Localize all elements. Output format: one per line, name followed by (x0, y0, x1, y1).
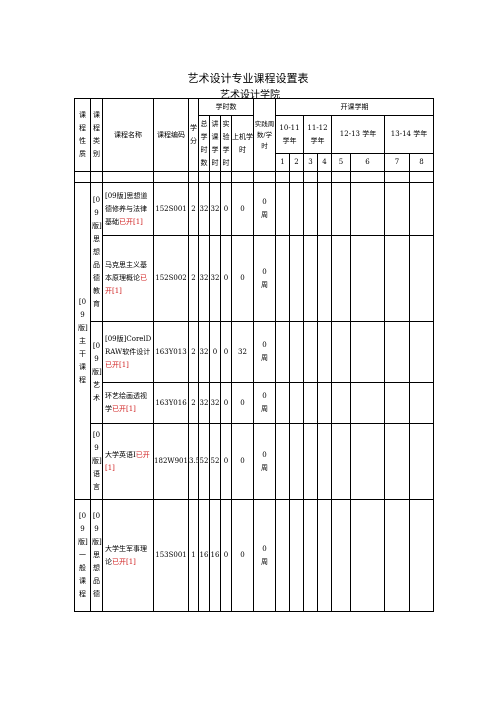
course-code: 152S002 (153, 235, 189, 322)
header-nature: 课程性质 (74, 98, 91, 172)
course-credit: 2 (188, 235, 199, 322)
course-experiment: 0 (220, 382, 232, 424)
course-experiment: 0 (220, 321, 232, 383)
course-total: 16 (198, 499, 210, 612)
course-name: [09版]CorelDRAW软件设计已开[1] (102, 321, 154, 383)
course-total: 32 (198, 382, 210, 424)
course-code: 153S001 (153, 499, 189, 612)
table-row: 环艺绘画透视学已开[1] 163Y016 2 32 32 0 0 0周 (75, 382, 434, 424)
course-credit: 2 (188, 321, 199, 383)
course-lecture: 32 (209, 235, 221, 322)
course-practice: 0周 (253, 423, 276, 500)
course-practice: 0周 (253, 382, 276, 424)
course-computer: 0 (231, 235, 254, 322)
header-category: 课程类别 (90, 98, 103, 172)
table-row: [09版]主干课程 [09版]思想品德教育 [09版]思想道德修养与法律基础已开… (74, 182, 434, 500)
page-title: 艺术设计专业课程设置表 (187, 72, 309, 85)
course-practice: 0周 (253, 235, 276, 322)
course-lecture: 32 (209, 182, 221, 236)
header-semester-5: 5 (331, 153, 351, 172)
course-experiment: 0 (220, 182, 232, 236)
group-category: [09版]思想品德 (90, 499, 103, 612)
course-credit: 1 (188, 499, 199, 612)
course-name: [09版]思想道德修养与法律基础已开[1] (102, 182, 154, 236)
course-name: 环艺绘画透视学已开[1] (102, 382, 154, 424)
header-year-3: 12-13 学年 (331, 115, 385, 154)
course-computer: 0 (231, 182, 254, 236)
header-year-2: 11-12 学年 (303, 115, 332, 154)
course-total: 52 (198, 423, 210, 500)
header-semester-7: 7 (384, 153, 410, 172)
header-name: 课程名称 (102, 98, 154, 172)
page-subtitle: 艺术设计学院 (220, 90, 280, 101)
course-lecture: 32 (209, 382, 221, 424)
course-computer: 32 (231, 321, 254, 383)
course-code: 163Y013 (153, 321, 189, 383)
course-practice: 0周 (253, 182, 276, 236)
table-row: [09版]语言 大学英语Ⅰ已开[1] 182W901 3.5 52 52 0 0… (75, 423, 434, 500)
table-row: [09版]艺术 [09版]CorelDRAW软件设计已开[1] 163Y013 … (75, 321, 434, 424)
course-lecture: 16 (209, 499, 221, 612)
course-computer: 0 (231, 382, 254, 424)
header-experiment: 实验学时 (220, 115, 232, 172)
group-category: [09版]艺术 (90, 321, 103, 424)
header-credit: 学分 (188, 98, 199, 172)
course-computer: 0 (231, 499, 254, 612)
course-name: 大学生军事理论已开[1] (102, 499, 154, 612)
header-hours-group: 学时数 (198, 98, 254, 116)
header-semester-2: 2 (289, 153, 304, 172)
header-year-1: 10-11 学年 (275, 115, 304, 154)
course-table: 课程性质 课程类别 课程名称 课程编码 学分 学时数 实践周数/学时 开课学期 … (74, 98, 434, 612)
header-practice: 实践周数/学时 (253, 98, 276, 172)
group-nature: [09版]主干课程 (74, 182, 91, 500)
course-credit: 3.5 (188, 423, 199, 500)
course-computer: 0 (231, 423, 254, 500)
course-name: 大学英语Ⅰ已开[1] (102, 423, 154, 500)
group-category: [09版]语言 (90, 423, 103, 500)
table-row: 马克思主义基本原理概论已开[1] 152S002 2 32 32 0 0 0周 (75, 235, 434, 322)
header-total: 总学时数 (198, 115, 210, 172)
course-practice: 0周 (253, 321, 276, 383)
header-terms-group: 开课学期 (275, 98, 434, 116)
table-row: [09版]一般课程 [09版]思想品德 大学生军事理论已开[1] 153S001… (74, 499, 434, 612)
header-semester-8: 8 (409, 153, 434, 172)
header-semester-4: 4 (317, 153, 332, 172)
course-credit: 2 (188, 182, 199, 236)
course-code: 152S001 (153, 182, 189, 236)
course-experiment: 0 (220, 499, 232, 612)
course-practice: 0周 (253, 499, 276, 612)
course-code: 182W901 (153, 423, 189, 500)
course-name: 马克思主义基本原理概论已开[1] (102, 235, 154, 322)
course-lecture: 52 (209, 423, 221, 500)
course-credit: 2 (188, 382, 199, 424)
header-lecture: 讲课学时 (209, 115, 221, 172)
course-total: 32 (198, 321, 210, 383)
header-semester-1: 1 (275, 153, 290, 172)
course-experiment: 0 (220, 235, 232, 322)
header-year-4: 13-14 学年 (384, 115, 434, 154)
course-total: 32 (198, 235, 210, 322)
header-semester-3: 3 (303, 153, 318, 172)
course-lecture: 0 (209, 321, 221, 383)
course-experiment: 0 (220, 423, 232, 500)
header-computer: 上机学时 (231, 115, 254, 172)
course-code: 163Y016 (153, 382, 189, 424)
group-category: [09版]思想品德教育 (90, 182, 103, 322)
course-total: 32 (198, 182, 210, 236)
group-nature: [09版]一般课程 (74, 499, 91, 612)
header-code: 课程编码 (153, 98, 189, 172)
header-semester-6: 6 (350, 153, 385, 172)
